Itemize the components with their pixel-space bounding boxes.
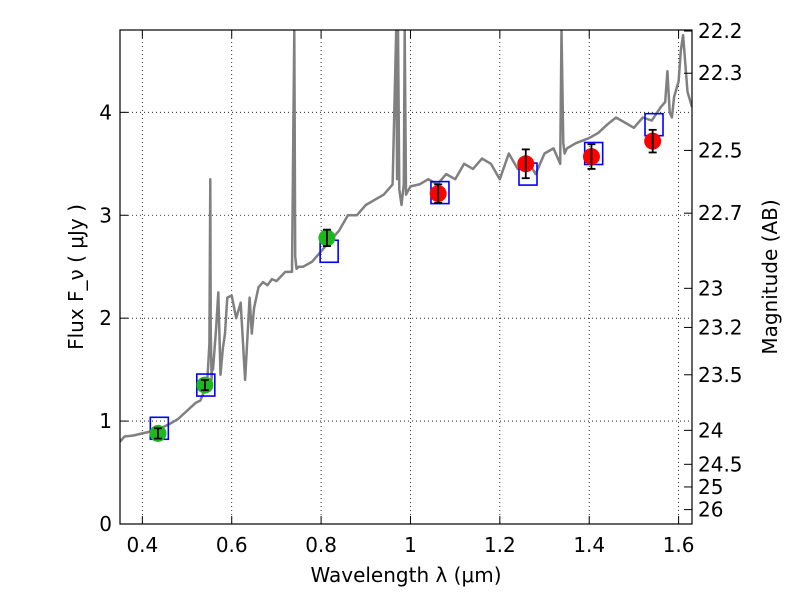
right-tick-label: 22.3	[698, 61, 743, 85]
y-tick-label: 1	[99, 409, 112, 433]
x-tick-label: 1	[404, 533, 417, 557]
right-tick-label: 22.5	[698, 138, 743, 162]
right-tick-label: 22.7	[698, 201, 743, 225]
y-tick-label: 2	[99, 306, 112, 330]
y-tick-label: 4	[99, 100, 112, 124]
x-tick-label: 1.6	[663, 533, 695, 557]
right-tick-label: 23	[698, 276, 723, 300]
right-tick-label: 24.5	[698, 452, 743, 476]
y-tick-label: 0	[99, 512, 112, 536]
x-tick-label: 0.8	[305, 533, 337, 557]
x-tick-label: 1.2	[484, 533, 516, 557]
x-tick-label: 1.4	[573, 533, 605, 557]
x-axis-label: Wavelength λ (μm)	[310, 563, 501, 587]
right-axis-label: Magnitude (AB)	[758, 199, 782, 354]
x-tick-label: 0.6	[216, 533, 248, 557]
right-tick-label: 26	[698, 498, 723, 522]
right-tick-label: 25	[698, 475, 723, 499]
right-tick-label: 23.2	[698, 315, 743, 339]
y-axis-label: Flux F_ν ( μJy )	[64, 204, 88, 350]
right-tick-label: 22.2	[698, 19, 743, 43]
y-tick-label: 3	[99, 203, 112, 227]
plot-data	[120, 30, 692, 443]
plot-frame	[119, 29, 693, 525]
plot-area	[120, 30, 692, 443]
axis-ticks: 0.4 0.6 0.8 1 1.2 1.4 1.60123422.222.322.522.7…	[99, 19, 742, 557]
right-tick-label: 24	[698, 418, 723, 442]
x-tick-label: 0.4	[126, 533, 158, 557]
right-tick-label: 23.5	[698, 363, 743, 387]
spectrum-line	[120, 30, 692, 443]
